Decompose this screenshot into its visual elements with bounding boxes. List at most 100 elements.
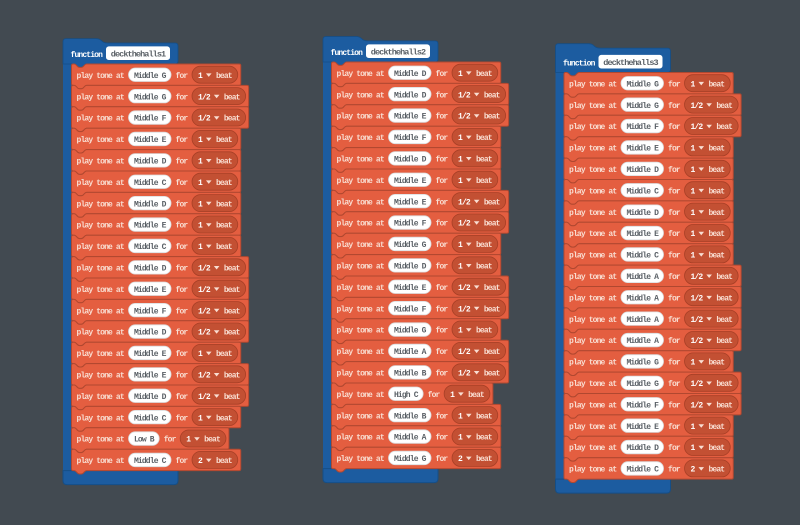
svg-text:beat: beat: [224, 286, 241, 295]
svg-text:beat: beat: [708, 423, 725, 432]
svg-text:beat: beat: [708, 209, 725, 218]
svg-text:1/2: 1/2: [458, 370, 471, 379]
svg-text:Middle D: Middle D: [134, 158, 167, 167]
svg-text:Middle C: Middle C: [134, 457, 167, 466]
svg-text:Middle C: Middle C: [134, 243, 167, 252]
svg-text:for: for: [436, 70, 449, 79]
svg-text:play tone at: play tone at: [337, 91, 385, 100]
svg-text:beat: beat: [484, 198, 501, 207]
svg-text:for: for: [668, 252, 681, 261]
svg-text:play tone at: play tone at: [337, 177, 385, 186]
svg-text:1/2: 1/2: [198, 372, 211, 381]
svg-text:1: 1: [198, 72, 203, 81]
svg-text:Middle G: Middle G: [134, 72, 167, 81]
svg-text:beat: beat: [468, 391, 485, 400]
svg-text:beat: beat: [484, 220, 501, 229]
svg-text:1/2: 1/2: [458, 220, 471, 229]
svg-text:play tone at: play tone at: [337, 305, 385, 314]
svg-text:1/2: 1/2: [458, 198, 471, 207]
svg-text:play tone at: play tone at: [569, 401, 617, 410]
svg-text:1: 1: [691, 187, 696, 196]
svg-text:1/2: 1/2: [691, 401, 704, 410]
svg-text:Middle D: Middle D: [626, 209, 659, 218]
svg-text:play tone at: play tone at: [569, 423, 617, 432]
svg-text:1/2: 1/2: [198, 286, 211, 295]
svg-text:1/2: 1/2: [198, 115, 211, 124]
svg-text:1: 1: [458, 70, 463, 79]
svg-text:beat: beat: [716, 294, 733, 303]
svg-text:play tone at: play tone at: [77, 307, 125, 316]
svg-text:1/2: 1/2: [691, 102, 704, 111]
svg-text:beat: beat: [476, 434, 493, 443]
svg-text:1: 1: [691, 423, 696, 432]
svg-text:for: for: [176, 350, 189, 359]
svg-text:1: 1: [198, 136, 203, 145]
svg-text:Middle D: Middle D: [134, 265, 167, 274]
svg-text:for: for: [176, 115, 189, 124]
svg-text:for: for: [668, 102, 681, 111]
svg-text:Middle E: Middle E: [394, 113, 427, 122]
svg-text:Middle E: Middle E: [394, 177, 427, 186]
svg-text:1: 1: [691, 80, 696, 89]
svg-text:play tone at: play tone at: [337, 327, 385, 336]
svg-text:for: for: [436, 348, 449, 357]
svg-text:Middle D: Middle D: [626, 166, 659, 175]
svg-text:1/2: 1/2: [691, 123, 704, 132]
svg-text:1: 1: [458, 263, 463, 272]
svg-text:for: for: [176, 93, 189, 102]
svg-text:play tone at: play tone at: [569, 252, 617, 261]
svg-text:beat: beat: [476, 455, 493, 464]
svg-text:play tone at: play tone at: [77, 350, 125, 359]
svg-text:play tone at: play tone at: [77, 115, 125, 124]
svg-text:for: for: [668, 230, 681, 239]
svg-text:play tone at: play tone at: [337, 220, 385, 229]
svg-text:play tone at: play tone at: [569, 273, 617, 282]
svg-text:beat: beat: [216, 222, 233, 231]
svg-text:1/2: 1/2: [198, 93, 211, 102]
svg-text:play tone at: play tone at: [77, 393, 125, 402]
svg-text:play tone at: play tone at: [569, 294, 617, 303]
svg-text:for: for: [176, 200, 189, 209]
svg-text:Middle E: Middle E: [626, 423, 659, 432]
svg-text:beat: beat: [708, 359, 725, 368]
svg-text:beat: beat: [708, 166, 725, 175]
svg-text:2: 2: [198, 457, 203, 466]
svg-text:for: for: [668, 209, 681, 218]
svg-text:Middle E: Middle E: [134, 136, 167, 145]
svg-text:1: 1: [198, 179, 203, 188]
svg-text:for: for: [436, 113, 449, 122]
svg-text:play tone at: play tone at: [77, 222, 125, 231]
svg-text:play tone at: play tone at: [569, 102, 617, 111]
svg-text:play tone at: play tone at: [77, 457, 125, 466]
svg-text:Middle F: Middle F: [626, 401, 659, 410]
svg-text:beat: beat: [716, 123, 733, 132]
svg-text:beat: beat: [484, 348, 501, 357]
svg-text:deckthehalls3: deckthehalls3: [603, 58, 658, 68]
svg-text:beat: beat: [216, 136, 233, 145]
svg-text:play tone at: play tone at: [569, 380, 617, 389]
svg-text:Middle D: Middle D: [394, 156, 427, 165]
svg-text:for: for: [176, 136, 189, 145]
svg-text:beat: beat: [716, 380, 733, 389]
svg-text:1/2: 1/2: [198, 265, 211, 274]
svg-text:1/2: 1/2: [691, 273, 704, 282]
svg-text:for: for: [436, 455, 449, 464]
svg-text:play tone at: play tone at: [337, 370, 385, 379]
svg-text:1: 1: [458, 412, 463, 421]
svg-text:1: 1: [458, 241, 463, 250]
svg-text:beat: beat: [708, 444, 725, 453]
svg-text:Middle D: Middle D: [394, 70, 427, 79]
svg-text:play tone at: play tone at: [337, 156, 385, 165]
svg-text:beat: beat: [216, 72, 233, 81]
svg-text:play tone at: play tone at: [337, 348, 385, 357]
svg-text:beat: beat: [476, 134, 493, 143]
svg-text:Middle G: Middle G: [626, 102, 659, 111]
svg-text:for: for: [176, 243, 189, 252]
svg-text:beat: beat: [476, 177, 493, 186]
svg-text:beat: beat: [476, 412, 493, 421]
svg-text:beat: beat: [224, 115, 241, 124]
svg-text:1: 1: [691, 166, 696, 175]
svg-text:beat: beat: [716, 316, 733, 325]
svg-text:for: for: [176, 72, 189, 81]
svg-text:1/2: 1/2: [198, 329, 211, 338]
